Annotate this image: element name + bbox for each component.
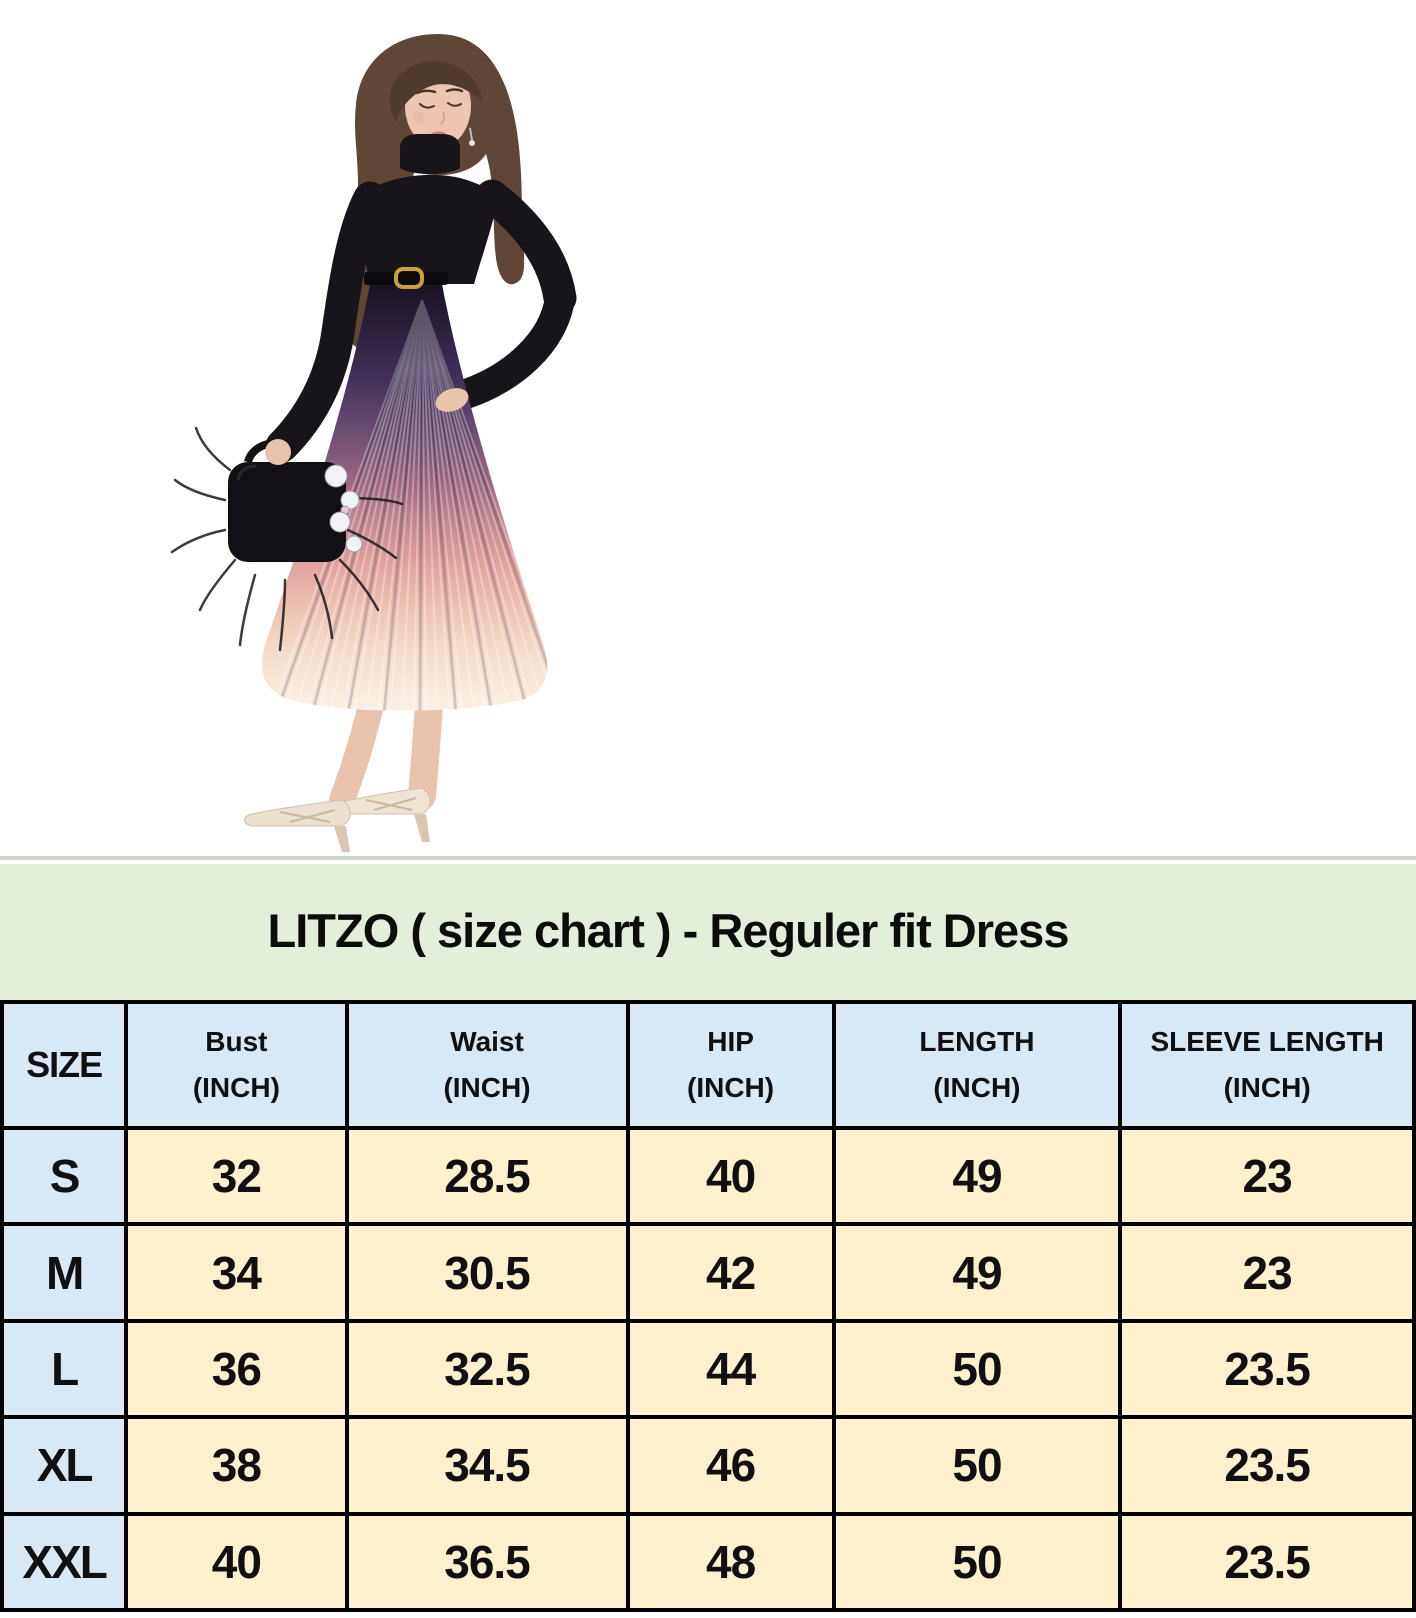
- size-chart-table: SIZE Bust (INCH) Waist (INCH) HIP (INCH)…: [0, 1000, 1416, 1613]
- value-cell: 40: [625, 1125, 836, 1227]
- value-cell: 23.5: [1118, 1415, 1416, 1516]
- value-cell: 30.5: [344, 1222, 630, 1323]
- table-row-xxl: XXL 40 36.5 48 50 23.5: [0, 1511, 1416, 1613]
- header-cell-hip: HIP (INCH): [625, 1000, 836, 1130]
- value-cell: 34.5: [344, 1415, 630, 1516]
- value-cell: 32.5: [344, 1318, 630, 1420]
- size-cell: S: [0, 1125, 129, 1227]
- value-cell: 38: [124, 1415, 349, 1516]
- arm-on-hip-forearm: [445, 283, 575, 411]
- dress-belt: [364, 267, 448, 289]
- bag-hand: [265, 439, 291, 465]
- value-cell: 48: [625, 1511, 836, 1613]
- value-cell: 50: [831, 1511, 1123, 1613]
- size-chart-title: LITZO ( size chart ) - Reguler fit Dress: [267, 903, 1070, 957]
- size-cell: M: [0, 1222, 129, 1323]
- bag-jewels: [324, 464, 363, 553]
- feather-handbag: [170, 426, 404, 652]
- value-cell: 49: [831, 1125, 1123, 1227]
- value-cell: 34: [124, 1222, 349, 1323]
- value-cell: 32: [124, 1125, 349, 1227]
- high-heels: [244, 787, 431, 852]
- value-cell: 50: [831, 1415, 1123, 1516]
- value-cell: 50: [831, 1318, 1123, 1420]
- dress-bodice: [361, 134, 577, 411]
- table-row-l: L 36 32.5 44 50 23.5: [0, 1318, 1416, 1420]
- bag-feathers: [170, 426, 404, 652]
- header-cell-bust: Bust (INCH): [124, 1000, 349, 1130]
- face-features: [415, 88, 464, 125]
- table-row-m: M 34 30.5 42 49 23: [0, 1222, 1416, 1323]
- value-cell: 23: [1118, 1125, 1416, 1227]
- value-cell: 40: [124, 1511, 349, 1613]
- value-cell: 36: [124, 1318, 349, 1420]
- table-row-s: S 32 28.5 40 49 23: [0, 1125, 1416, 1227]
- model-illustration: [170, 34, 577, 852]
- product-photo: [170, 34, 577, 852]
- size-cell: L: [0, 1318, 129, 1420]
- earring: [469, 127, 475, 146]
- value-cell: 23.5: [1118, 1318, 1416, 1420]
- header-cell-waist: Waist (INCH): [344, 1000, 630, 1130]
- header-cell-size: SIZE: [0, 1000, 129, 1130]
- value-cell: 44: [625, 1318, 836, 1420]
- hanging-arm: [265, 181, 387, 463]
- header-row: SIZE Bust (INCH) Waist (INCH) HIP (INCH)…: [0, 1000, 1416, 1130]
- hand-on-hip: [435, 388, 469, 412]
- table-row-xl: XL 38 34.5 46 50 23.5: [0, 1415, 1416, 1516]
- value-cell: 23.5: [1118, 1511, 1416, 1613]
- header-cell-sleeve-length: SLEEVE LENGTH (INCH): [1118, 1000, 1416, 1130]
- header-cell-length: LENGTH (INCH): [831, 1000, 1123, 1130]
- value-cell: 23: [1118, 1222, 1416, 1323]
- value-cell: 28.5: [344, 1125, 630, 1227]
- size-cell: XXL: [0, 1511, 129, 1613]
- value-cell: 49: [831, 1222, 1123, 1323]
- value-cell: 42: [625, 1222, 836, 1323]
- value-cell: 46: [625, 1415, 836, 1516]
- size-chart-title-bar: LITZO ( size chart ) - Reguler fit Dress: [0, 856, 1416, 1000]
- size-cell: XL: [0, 1415, 129, 1516]
- value-cell: 36.5: [344, 1511, 630, 1613]
